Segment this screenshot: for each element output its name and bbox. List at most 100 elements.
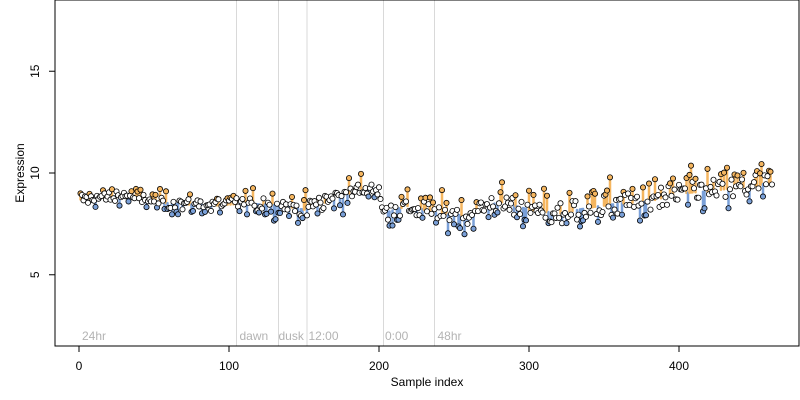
- data-point: [644, 198, 651, 205]
- data-point: [541, 185, 548, 192]
- data-point: [384, 216, 391, 223]
- data-point: [515, 205, 522, 212]
- data-point: [186, 191, 193, 198]
- data-point: [599, 208, 606, 215]
- data-point: [456, 225, 463, 232]
- data-point: [302, 187, 309, 194]
- data-point: [686, 171, 693, 178]
- data-point: [566, 189, 573, 196]
- data-point: [583, 213, 590, 220]
- data-point: [740, 169, 747, 176]
- data-point: [767, 168, 774, 175]
- data-point: [155, 200, 162, 207]
- data-point: [329, 195, 336, 202]
- data-point: [162, 188, 169, 195]
- data-point: [526, 187, 533, 194]
- data-point: [527, 209, 534, 216]
- data-point: [507, 200, 514, 207]
- data-point: [655, 191, 662, 198]
- data-point: [658, 184, 665, 191]
- data-point: [443, 199, 450, 206]
- data-point: [189, 208, 196, 215]
- data-point: [258, 205, 265, 212]
- data-point: [698, 181, 705, 188]
- data-point: [719, 180, 726, 187]
- data-point: [755, 185, 762, 192]
- data-point: [404, 186, 411, 193]
- data-point: [390, 212, 397, 219]
- data-point: [638, 200, 645, 207]
- data-point: [637, 217, 644, 224]
- data-point: [667, 180, 674, 187]
- data-point: [242, 187, 249, 194]
- data-point: [435, 204, 442, 211]
- data-point: [548, 219, 555, 226]
- data-point: [501, 203, 508, 210]
- data-point: [389, 222, 396, 229]
- data-point: [497, 189, 504, 196]
- data-point: [458, 197, 465, 204]
- data-point: [468, 211, 475, 218]
- data-point: [201, 208, 208, 215]
- data-point: [342, 189, 349, 196]
- data-point: [724, 164, 731, 171]
- data-point: [266, 201, 273, 208]
- y-tick-label: 10: [28, 166, 42, 180]
- data-point: [453, 206, 460, 213]
- data-point: [233, 195, 240, 202]
- data-point: [758, 161, 765, 168]
- data-point: [438, 187, 445, 194]
- data-point: [640, 184, 647, 191]
- data-point: [441, 206, 448, 213]
- data-point: [470, 225, 477, 232]
- data-point: [294, 219, 301, 226]
- data-point: [725, 205, 732, 212]
- y-tick-label: 15: [28, 64, 42, 78]
- data-point: [174, 211, 181, 218]
- x-tick-label: 0: [76, 359, 83, 373]
- data-point: [512, 192, 519, 199]
- data-point: [556, 214, 563, 221]
- data-points: [77, 161, 776, 238]
- data-point: [629, 185, 636, 192]
- data-point: [498, 179, 505, 186]
- data-point: [617, 195, 624, 202]
- data-point: [239, 195, 246, 202]
- data-point: [587, 209, 594, 216]
- data-point: [85, 199, 92, 206]
- data-point: [428, 210, 435, 217]
- data-point: [336, 202, 343, 209]
- data-point: [568, 211, 575, 218]
- data-point: [695, 194, 702, 201]
- data-point: [721, 169, 728, 176]
- data-point: [137, 186, 144, 193]
- data-point: [763, 181, 770, 188]
- data-point: [236, 208, 243, 215]
- data-point: [495, 200, 502, 207]
- data-point: [291, 208, 298, 215]
- data-point: [751, 179, 758, 186]
- data-point: [392, 204, 399, 211]
- data-point: [314, 210, 321, 217]
- data-point: [727, 186, 734, 193]
- data-point: [216, 209, 223, 216]
- data-point: [365, 193, 372, 200]
- data-point: [299, 215, 306, 222]
- data-point: [344, 199, 351, 206]
- data-point: [523, 217, 530, 224]
- data-point: [671, 186, 678, 193]
- data-point: [426, 194, 433, 201]
- data-point: [429, 199, 436, 206]
- data-point: [707, 183, 714, 190]
- data-point: [267, 208, 274, 215]
- vertical-guide-lines: [236, 0, 435, 346]
- data-point: [652, 176, 659, 183]
- data-point: [293, 202, 300, 209]
- data-point: [592, 190, 599, 197]
- data-point: [557, 200, 564, 207]
- data-point: [444, 230, 451, 237]
- data-point: [647, 206, 654, 213]
- data-point: [542, 214, 549, 221]
- data-point: [464, 220, 471, 227]
- data-point: [769, 181, 776, 188]
